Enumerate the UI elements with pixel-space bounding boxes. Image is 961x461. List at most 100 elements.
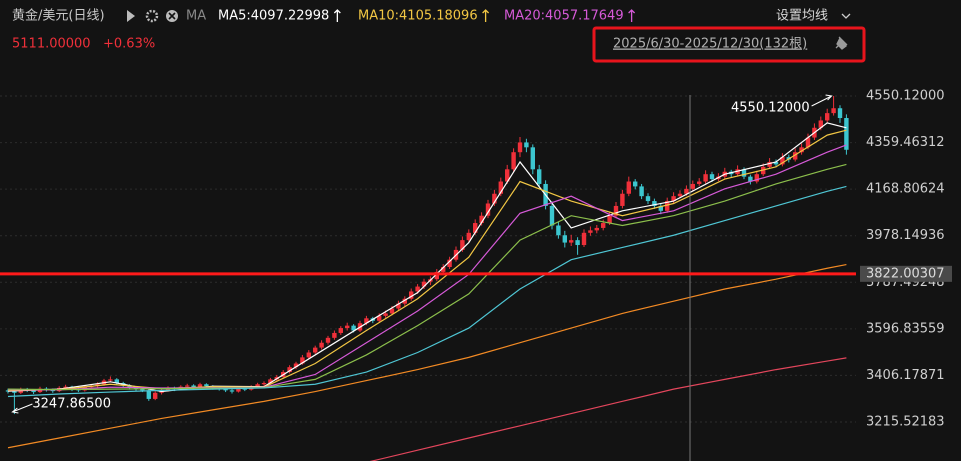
candle-body — [415, 286, 420, 292]
ma-line — [369, 357, 847, 461]
chart-title: 黄金/美元(日线) — [12, 8, 105, 24]
candle-body — [645, 196, 651, 202]
candle-body — [300, 357, 305, 364]
candle-body — [601, 223, 606, 228]
candle-body — [319, 342, 324, 348]
candle-body — [127, 385, 132, 388]
candle-body — [741, 169, 747, 177]
candle-body — [780, 157, 785, 165]
gear-icon[interactable] — [145, 9, 159, 23]
range-highlight — [592, 26, 866, 63]
candle-body — [345, 325, 350, 329]
low-label: 3247.86500 — [32, 397, 111, 412]
candle-body — [588, 230, 593, 233]
legend-arrow — [628, 9, 636, 22]
close-cross — [168, 12, 176, 20]
candle-body — [530, 147, 535, 170]
candle-body — [562, 235, 567, 243]
candle-body — [466, 232, 471, 241]
candle-body — [844, 118, 849, 150]
candle-body — [652, 201, 657, 206]
candle-body — [351, 325, 356, 331]
candle-body — [684, 188, 689, 194]
candle-body — [306, 352, 311, 358]
candle-body — [556, 225, 561, 236]
candle-body — [108, 379, 113, 381]
candle-body — [441, 267, 446, 272]
candle-body — [537, 169, 542, 184]
candle-body — [325, 337, 331, 343]
candle-body — [697, 181, 702, 184]
legend-entry: MA20:4057.17649 — [504, 9, 624, 24]
price-line-label: 3822.00307 — [866, 266, 945, 281]
candle-body — [268, 379, 273, 384]
candle-body — [677, 193, 683, 197]
candle-body — [517, 142, 523, 153]
candle-body — [479, 215, 484, 224]
candle-body — [703, 174, 708, 182]
candle-body — [799, 147, 804, 153]
candle-body — [773, 161, 779, 165]
date-range[interactable]: 2025/6/30-2025/12/30(132根) — [613, 37, 807, 52]
candle-body — [31, 390, 36, 393]
candle-body — [153, 392, 158, 399]
settings-button[interactable]: 设置均线 — [776, 9, 828, 24]
candle-body — [492, 193, 497, 204]
y-tick-label: 3596.83559 — [866, 321, 945, 336]
candle-body — [255, 384, 260, 387]
candle-body — [748, 176, 753, 182]
candle-body — [146, 390, 151, 399]
candle-body — [690, 183, 695, 189]
candle-body — [12, 391, 17, 393]
candle-body — [63, 386, 68, 388]
candle-body — [831, 108, 836, 114]
candle-body — [633, 181, 638, 187]
y-tick-label: 3978.14936 — [866, 228, 945, 243]
candle-body — [709, 174, 715, 180]
ma-line — [7, 122, 847, 393]
candle-body — [364, 318, 369, 324]
y-tick-label: 3406.17871 — [866, 368, 945, 383]
candle-body — [114, 379, 119, 384]
candle-body — [575, 240, 580, 246]
candle-body — [338, 328, 343, 333]
candle-body — [377, 315, 382, 321]
candle-body — [805, 137, 811, 148]
candle-body — [569, 240, 574, 243]
play-icon[interactable] — [127, 10, 135, 22]
candle-body — [223, 389, 228, 391]
y-tick-label: 4550.12000 — [866, 88, 945, 103]
candle-body — [197, 384, 203, 388]
candle-body — [236, 388, 241, 392]
legend-arrow — [482, 9, 490, 22]
candle-body — [549, 205, 555, 226]
candle-body — [402, 298, 407, 304]
pin-icon[interactable] — [835, 36, 848, 50]
candle-body — [620, 193, 625, 206]
candle-body — [140, 389, 145, 391]
candle-body — [383, 313, 388, 316]
y-tick-label: 4168.80624 — [866, 182, 945, 197]
ma-line — [7, 163, 847, 391]
candle-body — [767, 161, 772, 167]
candle-body — [818, 120, 823, 128]
y-tick-label: 3215.52183 — [866, 414, 945, 429]
candle-body — [434, 271, 439, 280]
candle-body — [505, 169, 510, 182]
legend-arrow — [333, 9, 341, 22]
candle-body — [485, 203, 491, 216]
candle-body — [581, 232, 587, 246]
candle-body — [524, 142, 529, 148]
candle-body — [639, 186, 644, 197]
candle-body — [204, 384, 209, 387]
candle-body — [613, 205, 619, 216]
candle-body — [229, 390, 235, 392]
candle-body — [313, 347, 318, 353]
candle-body — [793, 152, 798, 160]
candle-body — [261, 383, 267, 385]
candle-body — [825, 113, 830, 121]
legend-entry: MA10:4105.18096 — [358, 9, 478, 24]
